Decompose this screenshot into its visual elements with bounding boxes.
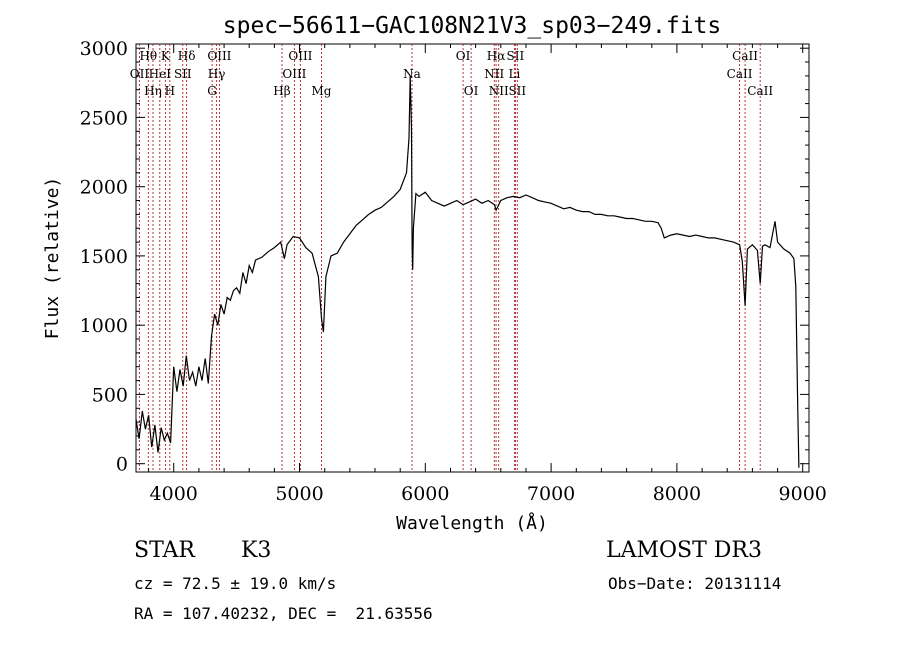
marker-label-19: Hα bbox=[487, 49, 506, 63]
redshift-readout: cz = 72.5 ± 19.0 km/s bbox=[134, 574, 337, 593]
y-tick-label-0: 0 bbox=[116, 454, 128, 476]
marker-label-12: OIII bbox=[282, 67, 306, 81]
sky-coordinates: RA = 107.40232, DEC = 21.63556 bbox=[134, 604, 433, 623]
marker-label-13: OIII bbox=[288, 49, 312, 63]
marker-label-5: H bbox=[165, 84, 175, 98]
marker-label-14: Mg bbox=[312, 84, 332, 98]
marker-label-24: CaII bbox=[727, 67, 753, 81]
y-axis-label: Flux (relative) bbox=[42, 177, 63, 340]
marker-label-23: SII bbox=[508, 84, 526, 98]
marker-label-18: NII bbox=[484, 67, 504, 81]
x-tick-label-2: 6000 bbox=[401, 483, 449, 505]
y-axis-ticks: 0 500 1000 1500 2000 2500 3000 bbox=[80, 38, 809, 476]
observation-date: Obs−Date: 20131114 bbox=[608, 574, 782, 593]
y-tick-label-6: 3000 bbox=[80, 38, 128, 60]
y-tick-label-5: 2500 bbox=[80, 107, 128, 129]
x-tick-label-1: 5000 bbox=[275, 483, 323, 505]
survey-name: LAMOST DR3 bbox=[606, 538, 762, 563]
marker-label-11: Hβ bbox=[273, 84, 290, 98]
flux-series-line bbox=[135, 75, 800, 468]
x-tick-label-3: 7000 bbox=[527, 483, 575, 505]
marker-label-26: CaII bbox=[747, 84, 773, 98]
marker-label-17: OI bbox=[464, 84, 479, 98]
marker-label-8: G bbox=[207, 84, 217, 98]
marker-label-21: Li bbox=[508, 67, 520, 81]
chart-title: spec−56611−GAC108N21V3_sp03−249.fits bbox=[223, 13, 722, 39]
spectrum-chart: spec−56611−GAC108N21V3_sp03−249.fits OII… bbox=[42, 13, 827, 534]
marker-label-20: NII bbox=[489, 84, 509, 98]
marker-label-6: SII bbox=[174, 67, 192, 81]
object-class: STAR bbox=[134, 538, 195, 563]
line-markers bbox=[138, 44, 761, 472]
y-tick-label-1: 500 bbox=[92, 384, 128, 406]
y-tick-label-4: 2000 bbox=[80, 177, 128, 199]
line-marker-labels: OII Hθ Hη HeI K H SII Hδ G Hγ OIII Hβ OIII OIII Mg Na OI… bbox=[130, 49, 774, 98]
marker-label-1: Hθ bbox=[139, 49, 157, 63]
y-tick-label-3: 1500 bbox=[80, 246, 128, 268]
x-tick-label-5: 9000 bbox=[779, 483, 827, 505]
x-axis-label: Wavelength (Å) bbox=[396, 512, 548, 534]
x-axis-ticks: 4000 5000 6000 7000 8000 9000 bbox=[148, 44, 827, 505]
marker-label-16: OI bbox=[456, 49, 471, 63]
marker-label-9: Hγ bbox=[208, 67, 226, 81]
marker-label-7: Hδ bbox=[178, 49, 196, 63]
marker-label-3: HeI bbox=[149, 67, 172, 81]
plot-frame bbox=[135, 43, 810, 473]
marker-label-15: Na bbox=[403, 67, 421, 81]
object-subclass: K3 bbox=[241, 538, 272, 563]
marker-label-25: CaII bbox=[732, 49, 758, 63]
marker-label-2: Hη bbox=[144, 84, 162, 98]
marker-label-22: SII bbox=[507, 49, 525, 63]
marker-label-4: K bbox=[161, 49, 171, 63]
y-tick-label-2: 1000 bbox=[80, 315, 128, 337]
x-tick-label-4: 8000 bbox=[653, 483, 701, 505]
x-tick-label-0: 4000 bbox=[150, 483, 198, 505]
marker-label-10: OIII bbox=[207, 49, 231, 63]
marker-label-0: OII bbox=[130, 67, 150, 81]
